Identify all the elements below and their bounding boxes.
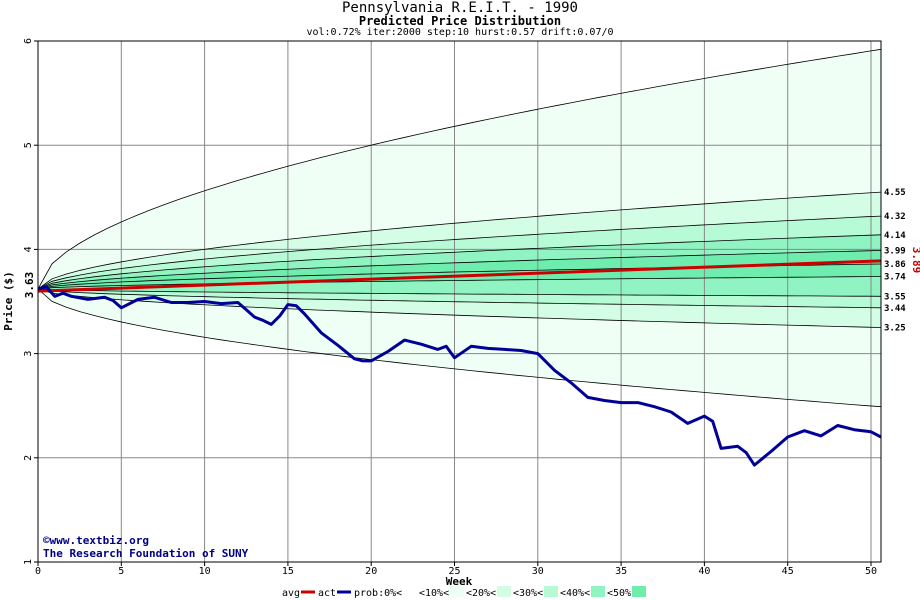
band-edge-label: 3.44 [884,304,906,314]
probability-band [38,49,881,289]
x-tick-label: 50 [865,566,877,577]
legend-label: act [318,588,336,599]
chart-params: vol:0.72% iter:2000 step:10 hurst:0.57 d… [306,27,614,38]
x-tick-label: 15 [282,566,294,577]
y-tick-label: 2 [23,455,34,461]
series-lines [37,259,882,467]
band-edge-labels: 4.55 4.32 4.14 3.99 3.86 3.74 3.55 3.44 3.25 [884,188,906,333]
band-edge-label: 3.25 [884,324,906,334]
y-tick-label: 6 [23,38,34,44]
probability-band [38,250,881,289]
probability-band [38,289,881,308]
probability-band [38,216,881,289]
x-tick-label: 35 [615,566,627,577]
y-tick-label: 5 [23,142,34,148]
legend-box-swatch [403,586,417,597]
legend-label: <20%< [466,588,496,599]
band-edge-label: 4.32 [884,212,906,222]
avg-end-label: 3.89 [910,247,920,274]
legend-box-swatch [544,586,558,597]
plot-frame [37,40,882,563]
band-edge-line [37,215,882,290]
probability-band [38,289,881,328]
credit-line-2: The Research Foundation of SUNY [43,547,249,560]
legend-label: <50% [607,588,631,599]
probability-band [38,276,881,297]
legend: avg act prob:0%< <10%< <20%< <30%< <40%< <50% [282,586,646,599]
chart-subtitle: Predicted Price Distribution [358,14,562,28]
x-tick-label: 0 [35,566,41,577]
act-series-line [37,285,882,467]
band-edge-lines [37,48,882,408]
probability-band [38,289,881,407]
chart-title: Pennsylvania R.E.I.T. - 1990 [341,0,578,16]
x-axis-label: Week [446,575,473,588]
legend-box-swatch [591,586,605,597]
legend-label: <30%< [513,588,543,599]
band-edge-line [37,234,882,290]
x-tick-label: 5 [118,566,124,577]
band-edge-line [37,288,882,408]
band-edge-line [37,288,882,297]
band-edge-line [37,276,882,290]
start-value-label: 3.63 [23,272,36,299]
x-tick-label: 20 [365,566,377,577]
x-tick-label: 45 [782,566,794,577]
legend-box-swatch [632,586,646,597]
y-tick-label: 4 [23,246,34,252]
x-tick-label: 25 [448,566,460,577]
x-tick-label: 10 [199,566,211,577]
band-edge-label: 3.74 [884,272,906,282]
probability-bands [38,49,881,407]
legend-label: <40%< [560,588,590,599]
band-edge-line [37,250,882,290]
y-axis-label: Price ($) [2,271,15,331]
band-edge-label: 4.14 [884,231,906,241]
legend-label: prob:0%< [354,588,402,599]
x-tick-label: 30 [532,566,544,577]
band-edge-line [37,191,882,290]
legend-box-swatch [450,586,464,597]
band-edge-label: 3.99 [884,246,906,256]
band-edge-label: 3.86 [884,260,906,270]
avg-series-line [37,259,882,293]
x-tick-label: 40 [698,566,710,577]
band-edge-line [37,48,882,290]
probability-band [38,234,881,289]
band-edge-label: 3.55 [884,292,906,302]
y-tick-label: 3 [23,351,34,357]
legend-label: avg [282,588,300,599]
probability-band [38,192,881,289]
legend-label: <10%< [419,588,449,599]
y-tick-label: 1 [23,559,34,565]
legend-box-swatch [497,586,511,597]
credit-line-1: ©www.textbiz.org [43,534,149,547]
band-edge-line [37,288,882,309]
band-edge-label: 4.55 [884,188,906,198]
